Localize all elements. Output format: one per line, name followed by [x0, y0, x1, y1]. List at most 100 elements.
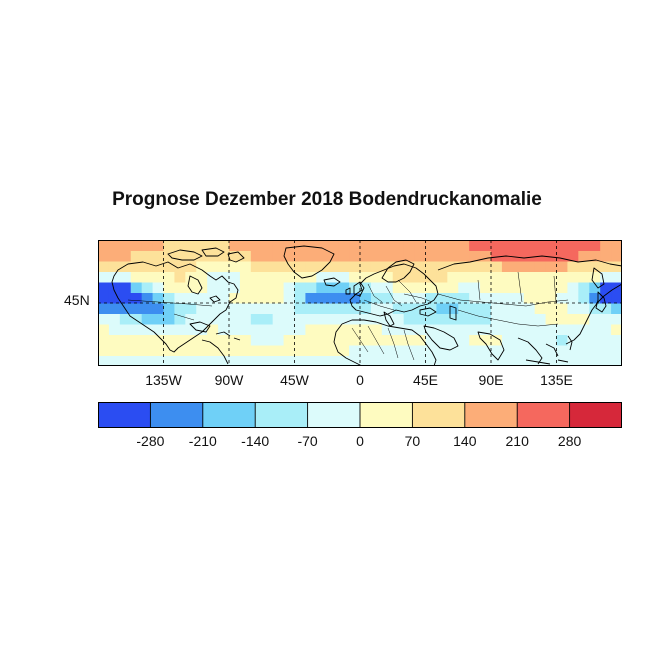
anomaly-cell: [578, 355, 590, 366]
anomaly-cell: [480, 250, 492, 262]
anomaly-cell: [480, 355, 492, 366]
anomaly-cell: [229, 355, 241, 366]
anomaly-cell: [469, 313, 481, 325]
anomaly-cell: [174, 261, 186, 272]
anomaly-cell: [414, 271, 426, 283]
anomaly-cell: [349, 355, 361, 366]
anomaly-cell: [163, 282, 175, 293]
anomaly-cell: [185, 282, 197, 293]
map-panel: [98, 240, 622, 366]
anomaly-cell: [316, 345, 328, 356]
anomaly-cell: [261, 334, 274, 346]
anomaly-cell: [338, 303, 350, 314]
anomaly-cell: [218, 292, 230, 304]
anomaly-cell: [327, 240, 339, 251]
anomaly-cell: [436, 355, 448, 366]
coastline-great-lakes: [209, 295, 221, 303]
coastline-hudson-bay: [187, 275, 203, 295]
anomaly-cell: [469, 303, 481, 314]
anomaly-cell: [480, 345, 492, 356]
anomaly-cell: [119, 355, 132, 366]
chart-title: Prognose Dezember 2018 Bodendruckanomali…: [112, 189, 542, 210]
anomaly-cell: [458, 292, 470, 304]
anomaly-cell: [567, 345, 579, 356]
anomaly-cell: [174, 271, 186, 283]
coastline-caspian: [449, 305, 457, 321]
anomaly-cell: [491, 334, 503, 346]
anomaly-cell: [360, 261, 372, 272]
anomaly-cell: [294, 324, 306, 335]
anomaly-cell: [163, 250, 175, 262]
anomaly-cell: [196, 303, 208, 314]
anomaly-cell: [338, 240, 350, 251]
anomaly-cell: [250, 240, 263, 251]
anomaly-cell: [349, 261, 361, 272]
anomaly-cell: [130, 334, 143, 346]
anomaly-cell: [196, 324, 208, 335]
anomaly-cell: [283, 282, 295, 293]
anomaly-cell: [589, 355, 601, 366]
anomaly-cell: [283, 240, 295, 251]
anomaly-cell: [436, 345, 448, 356]
anomaly-cell: [458, 355, 470, 366]
anomaly-cell: [349, 282, 361, 293]
lon-tick-label: 0: [356, 372, 364, 388]
anomaly-cell: [130, 313, 143, 325]
anomaly-cell: [589, 271, 601, 283]
colorbar-label: 210: [505, 433, 529, 449]
anomaly-cell: [600, 303, 612, 314]
anomaly-cell: [545, 334, 557, 346]
anomaly-cell: [447, 271, 459, 283]
anomaly-cell: [152, 250, 164, 262]
anomaly-cell: [469, 334, 481, 346]
anomaly-cell: [534, 271, 547, 283]
anomaly-cell: [392, 334, 405, 346]
anomaly-cell: [469, 324, 481, 335]
lat-tick-label: 45N: [64, 292, 90, 308]
anomaly-cell: [218, 271, 230, 283]
coastline-britain: [345, 281, 365, 297]
anomaly-cell: [556, 240, 568, 251]
coastline-southeast-asia: [517, 337, 559, 365]
anomaly-cell: [469, 261, 481, 272]
anomaly-cell: [98, 345, 110, 356]
anomaly-cell: [545, 261, 557, 272]
anomaly-cell: [381, 355, 394, 366]
anomaly-cell: [501, 271, 514, 283]
anomaly-cell: [130, 240, 143, 251]
anomaly-cell: [250, 282, 263, 293]
anomaly-cell: [414, 292, 426, 304]
anomaly-cell: [360, 303, 372, 314]
anomaly-cell: [600, 250, 612, 262]
anomaly-cell: [250, 250, 263, 262]
anomaly-cell: [229, 271, 241, 283]
anomaly-cell: [239, 271, 252, 283]
anomaly-cell: [414, 250, 426, 262]
anomaly-cell: [578, 303, 590, 314]
anomaly-cell: [578, 324, 590, 335]
anomaly-cell: [458, 345, 470, 356]
anomaly-cell: [239, 313, 252, 325]
anomaly-cell: [523, 250, 536, 262]
anomaly-cell: [381, 271, 394, 283]
anomaly-cell: [229, 240, 241, 251]
anomaly-cell: [556, 313, 568, 325]
anomaly-cell: [294, 250, 306, 262]
anomaly-cell: [229, 324, 241, 335]
anomaly-cell: [447, 345, 459, 356]
anomaly-cell: [600, 271, 612, 283]
colorbar: [98, 402, 622, 428]
anomaly-cell: [501, 324, 514, 335]
anomaly-cell: [283, 271, 295, 283]
anomaly-cell: [491, 355, 503, 366]
anomaly-cell: [381, 261, 394, 272]
anomaly-cell: [185, 355, 197, 366]
anomaly-cell: [611, 345, 622, 356]
anomaly-cell: [512, 250, 525, 262]
anomaly-cell: [338, 324, 350, 335]
coastline-india: [477, 331, 505, 361]
anomaly-cell: [403, 250, 416, 262]
anomaly-cell: [250, 292, 263, 304]
anomaly-cell: [349, 292, 361, 304]
anomaly-cell: [556, 261, 568, 272]
